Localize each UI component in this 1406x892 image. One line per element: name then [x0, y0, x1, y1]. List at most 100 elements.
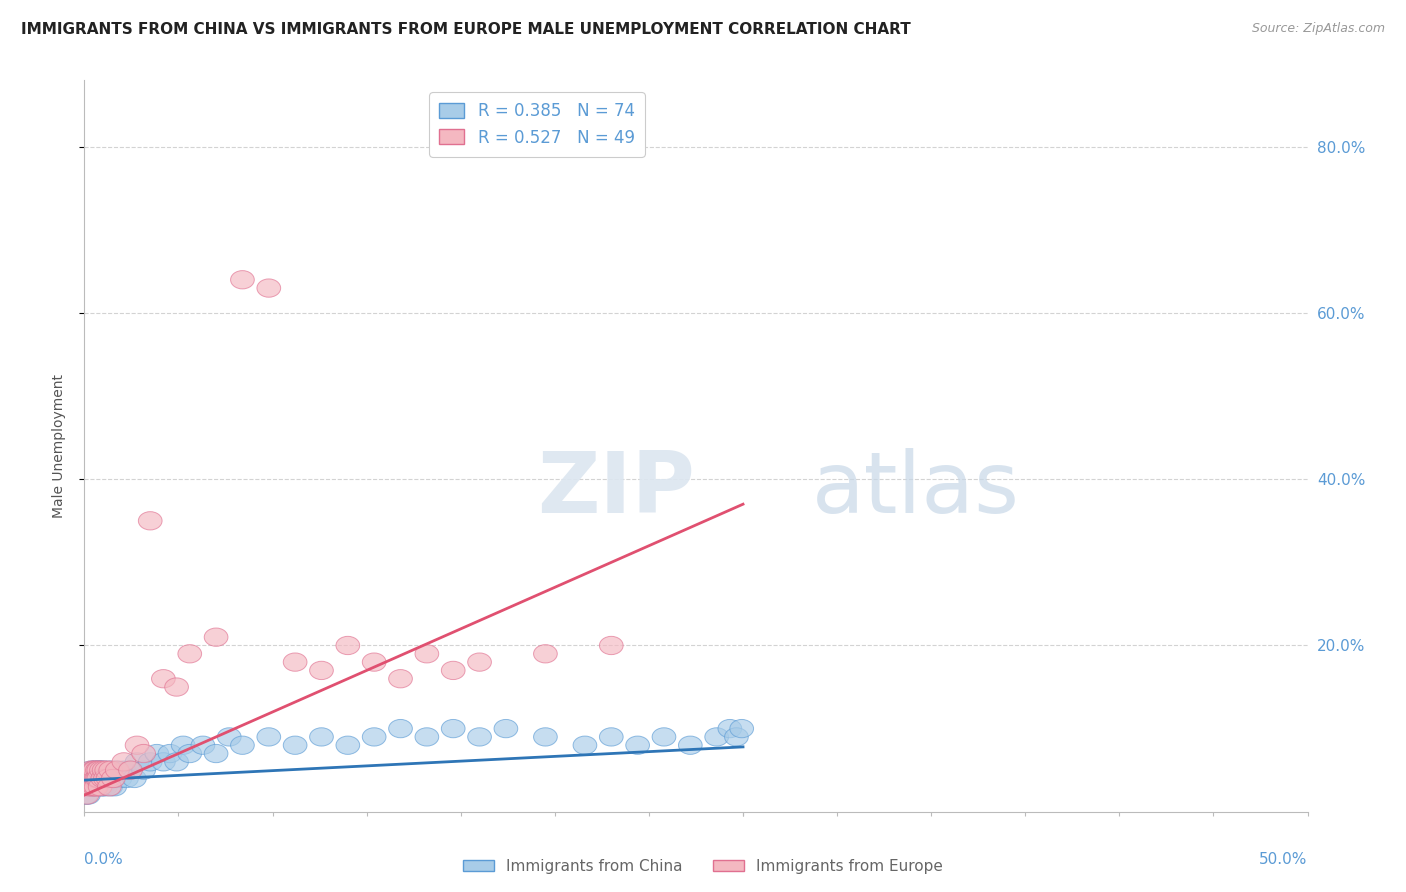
Ellipse shape	[76, 786, 100, 805]
Ellipse shape	[112, 761, 136, 780]
Ellipse shape	[94, 778, 117, 796]
Ellipse shape	[91, 778, 115, 796]
Ellipse shape	[108, 769, 132, 788]
Ellipse shape	[257, 279, 281, 297]
Ellipse shape	[157, 745, 181, 763]
Ellipse shape	[84, 769, 108, 788]
Ellipse shape	[98, 778, 122, 796]
Ellipse shape	[86, 778, 110, 796]
Ellipse shape	[83, 778, 107, 796]
Ellipse shape	[388, 720, 412, 738]
Ellipse shape	[363, 653, 387, 672]
Ellipse shape	[86, 761, 110, 780]
Ellipse shape	[257, 728, 281, 746]
Ellipse shape	[112, 753, 136, 771]
Legend: Immigrants from China, Immigrants from Europe: Immigrants from China, Immigrants from E…	[457, 853, 949, 880]
Ellipse shape	[179, 745, 201, 763]
Ellipse shape	[96, 769, 120, 788]
Ellipse shape	[122, 769, 146, 788]
Ellipse shape	[80, 778, 104, 796]
Ellipse shape	[152, 753, 176, 771]
Ellipse shape	[79, 769, 103, 788]
Ellipse shape	[138, 512, 162, 530]
Ellipse shape	[652, 728, 676, 746]
Ellipse shape	[132, 745, 156, 763]
Ellipse shape	[86, 769, 110, 788]
Ellipse shape	[118, 761, 142, 780]
Ellipse shape	[75, 778, 97, 796]
Ellipse shape	[83, 761, 107, 780]
Ellipse shape	[231, 736, 254, 755]
Ellipse shape	[533, 728, 557, 746]
Ellipse shape	[336, 736, 360, 755]
Ellipse shape	[84, 769, 108, 788]
Ellipse shape	[179, 645, 201, 663]
Text: atlas: atlas	[813, 449, 1021, 532]
Ellipse shape	[77, 769, 101, 788]
Ellipse shape	[90, 778, 114, 796]
Ellipse shape	[82, 761, 105, 780]
Ellipse shape	[75, 786, 97, 805]
Text: Source: ZipAtlas.com: Source: ZipAtlas.com	[1251, 22, 1385, 36]
Ellipse shape	[125, 736, 149, 755]
Ellipse shape	[105, 761, 129, 780]
Ellipse shape	[415, 645, 439, 663]
Ellipse shape	[96, 761, 120, 780]
Ellipse shape	[87, 769, 111, 788]
Ellipse shape	[468, 653, 492, 672]
Ellipse shape	[718, 720, 742, 738]
Ellipse shape	[309, 728, 333, 746]
Ellipse shape	[145, 745, 169, 763]
Ellipse shape	[103, 778, 127, 796]
Legend: R = 0.385   N = 74, R = 0.527   N = 49: R = 0.385 N = 74, R = 0.527 N = 49	[429, 92, 644, 157]
Ellipse shape	[599, 728, 623, 746]
Ellipse shape	[89, 761, 112, 780]
Ellipse shape	[679, 736, 702, 755]
Ellipse shape	[309, 661, 333, 680]
Ellipse shape	[79, 778, 103, 796]
Ellipse shape	[138, 753, 162, 771]
Ellipse shape	[83, 761, 107, 780]
Ellipse shape	[231, 270, 254, 289]
Ellipse shape	[599, 636, 623, 655]
Ellipse shape	[80, 778, 104, 796]
Ellipse shape	[80, 769, 104, 788]
Ellipse shape	[89, 778, 112, 796]
Ellipse shape	[441, 720, 465, 738]
Ellipse shape	[79, 761, 103, 780]
Ellipse shape	[76, 769, 100, 788]
Ellipse shape	[97, 769, 121, 788]
Ellipse shape	[101, 769, 125, 788]
Ellipse shape	[101, 769, 125, 788]
Ellipse shape	[94, 761, 118, 780]
Ellipse shape	[118, 761, 142, 780]
Ellipse shape	[93, 761, 115, 780]
Ellipse shape	[87, 769, 111, 788]
Ellipse shape	[94, 769, 117, 788]
Y-axis label: Male Unemployment: Male Unemployment	[52, 374, 66, 518]
Ellipse shape	[283, 653, 307, 672]
Ellipse shape	[86, 769, 110, 788]
Text: 50.0%: 50.0%	[1260, 852, 1308, 867]
Ellipse shape	[82, 769, 105, 788]
Ellipse shape	[165, 753, 188, 771]
Ellipse shape	[415, 728, 439, 746]
Ellipse shape	[204, 745, 228, 763]
Ellipse shape	[152, 670, 176, 688]
Ellipse shape	[218, 728, 240, 746]
Ellipse shape	[388, 670, 412, 688]
Ellipse shape	[91, 769, 115, 788]
Ellipse shape	[87, 761, 111, 780]
Ellipse shape	[165, 678, 188, 696]
Ellipse shape	[77, 778, 101, 796]
Ellipse shape	[204, 628, 228, 647]
Ellipse shape	[84, 778, 108, 796]
Ellipse shape	[336, 636, 360, 655]
Ellipse shape	[93, 769, 115, 788]
Ellipse shape	[97, 778, 121, 796]
Ellipse shape	[363, 728, 387, 746]
Ellipse shape	[82, 761, 105, 780]
Ellipse shape	[574, 736, 596, 755]
Ellipse shape	[441, 661, 465, 680]
Ellipse shape	[172, 736, 195, 755]
